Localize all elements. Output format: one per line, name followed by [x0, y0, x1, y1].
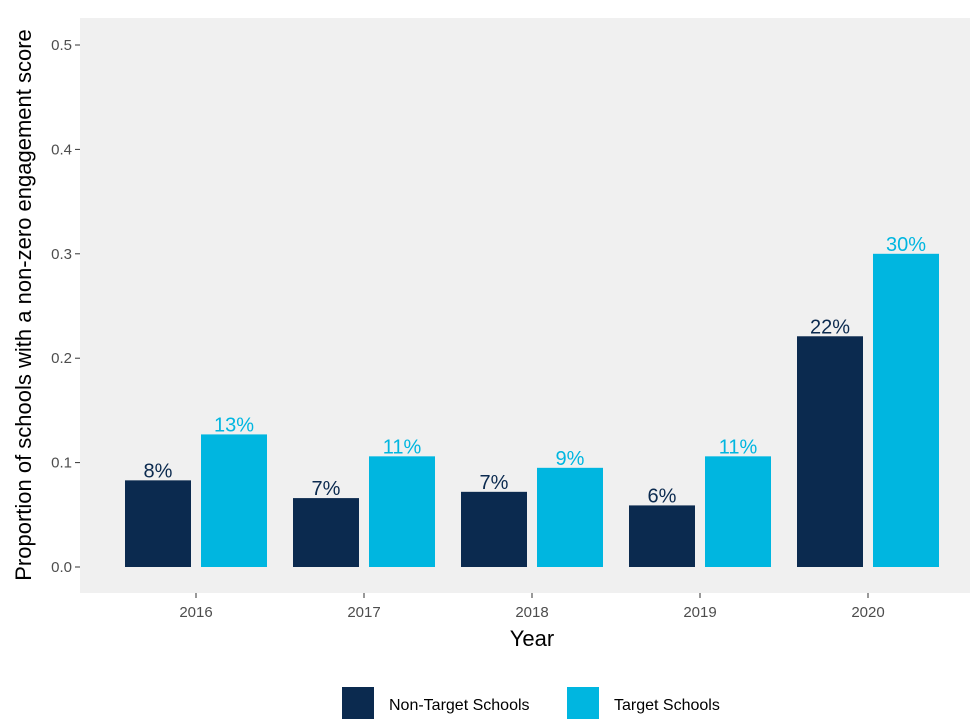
bar-non-target-schools: [293, 498, 359, 567]
legend-swatch-target: [567, 687, 599, 719]
bar-non-target-schools: [797, 336, 863, 567]
y-tick-label: 0.3: [51, 246, 72, 263]
x-tick-label: 2017: [347, 604, 380, 621]
bar-value-label: 8%: [144, 460, 173, 482]
x-axis: 2016 2017 2018 2019 2020: [179, 593, 885, 621]
bars: [125, 253, 939, 568]
bar-target-schools: [537, 467, 603, 567]
bar-target-schools: [705, 456, 771, 567]
bar-labels: 8% 7% 7% 6% 22% 13% 11% 9% 11% 30%: [144, 234, 927, 508]
y-tick-label: 0.4: [51, 141, 72, 158]
bar-value-label: 7%: [312, 478, 341, 500]
bar-value-label: 22%: [810, 316, 850, 338]
bar-value-label: 30%: [886, 234, 926, 256]
bar-non-target-schools: [125, 480, 191, 567]
bar-value-label: 9%: [556, 448, 585, 470]
y-tick-label: 0.2: [51, 350, 72, 367]
bar-value-label: 13%: [214, 414, 254, 436]
bar-target-schools: [369, 456, 435, 567]
legend-swatch-non-target: [342, 687, 374, 719]
legend: Non-Target Schools Target Schools: [342, 687, 720, 719]
legend-label-target: Target Schools: [614, 697, 720, 714]
x-tick-label: 2018: [515, 604, 548, 621]
y-tick-label: 0.1: [51, 455, 72, 472]
bar-non-target-schools: [461, 491, 527, 567]
bar-non-target-schools: [629, 505, 695, 567]
x-tick-label: 2019: [683, 604, 716, 621]
x-axis-title: Year: [510, 626, 554, 651]
y-axis: 0.0 0.1 0.2 0.3 0.4 0.5: [51, 37, 80, 576]
bar-value-label: 6%: [648, 485, 677, 507]
bar-target-schools: [873, 253, 939, 568]
x-tick-label: 2020: [851, 604, 884, 621]
legend-label-non-target: Non-Target Schools: [389, 697, 530, 714]
y-tick-label: 0.0: [51, 559, 72, 576]
x-tick-label: 2016: [179, 604, 212, 621]
y-tick-label: 0.5: [51, 37, 72, 54]
bar-value-label: 11%: [719, 436, 758, 458]
bar-value-label: 7%: [480, 472, 509, 494]
bar-target-schools: [201, 434, 267, 567]
bar-value-label: 11%: [383, 436, 422, 458]
y-axis-title: Proportion of schools with a non-zero en…: [11, 29, 36, 581]
